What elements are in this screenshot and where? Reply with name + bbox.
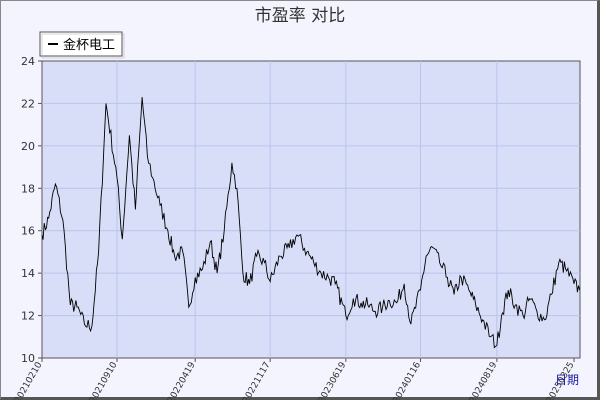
y-tick-label: 20 (21, 140, 35, 153)
y-tick-label: 12 (21, 310, 35, 323)
y-tick-label: 10 (21, 352, 35, 365)
y-axis: 10 12 14 16 18 20 22 24 (21, 55, 42, 365)
x-tick-label: 20220419 (166, 360, 198, 400)
plot-area (41, 60, 581, 359)
y-tick-label: 24 (21, 55, 35, 68)
y-tick-label: 18 (21, 182, 35, 195)
y-tick-label: 14 (21, 267, 35, 280)
x-axis-label: 日期 (555, 373, 579, 387)
x-axis: 20210210 20210910 20220419 20221117 20230619… (13, 358, 577, 400)
x-tick-label: 20230619 (317, 360, 349, 400)
legend: 金杯电工 (39, 31, 125, 59)
x-tick-label: 20210210 (13, 360, 45, 400)
x-tick-label: 20240819 (468, 360, 500, 400)
y-tick-label: 22 (21, 97, 35, 110)
chart-title: 市盈率 对比 (255, 6, 345, 26)
series-lines (41, 97, 581, 349)
x-tick-label: 20240116 (392, 360, 424, 400)
series-line (41, 97, 581, 349)
x-tick-label: 20210910 (88, 360, 120, 400)
legend-entry: 金杯电工 (63, 37, 115, 53)
y-tick-label: 16 (21, 225, 35, 238)
grid-lines (42, 61, 580, 358)
x-tick-label: 20221117 (241, 361, 273, 400)
